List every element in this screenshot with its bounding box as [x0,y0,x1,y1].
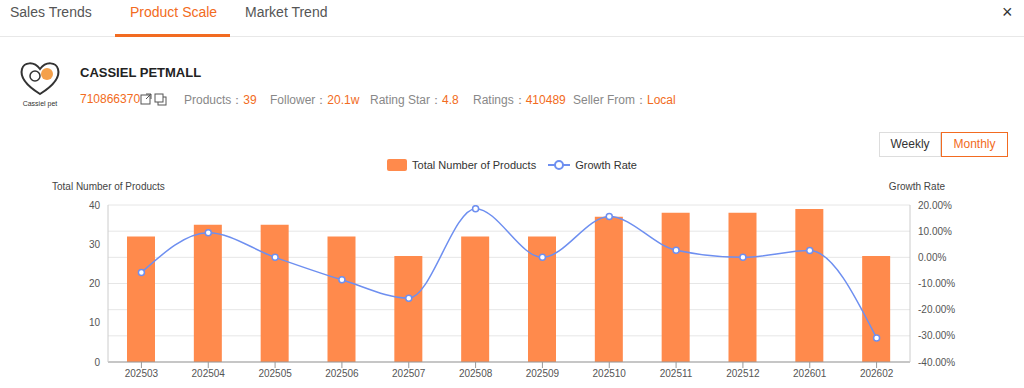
html-text:Ratings：410489: Ratings：410489 [473,93,566,107]
svg-text:202504: 202504 [192,368,226,379]
html-text:Products：39: Products：39 [184,93,257,107]
html-text:Market Trend: Market Trend [245,4,328,20]
svg-text:0: 0 [94,357,100,368]
svg-text:10: 10 [89,317,101,328]
svg-text:202503: 202503 [125,368,159,379]
svg-text:202510: 202510 [593,368,627,379]
svg-text:202602: 202602 [860,368,894,379]
html-text:CASSIEL PETMALL: CASSIEL PETMALL [80,65,202,80]
svg-text:202509: 202509 [526,368,560,379]
svg-text:-10.00%: -10.00% [918,278,955,289]
html-text:Total Number of Products: Total Number of Products [412,159,537,171]
html-text:Monthly: Monthly [953,137,996,151]
svg-text:20.00%: 20.00% [918,200,952,211]
svg-text:40: 40 [89,200,101,211]
svg-text:202508: 202508 [459,368,493,379]
html-text:710866370: 710866370 [80,92,141,106]
html-text:Weekly: Weekly [890,137,930,151]
svg-text:-40.00%: -40.00% [918,357,955,368]
svg-text:-20.00%: -20.00% [918,304,955,315]
html-text:Product Scale: Product Scale [130,4,218,20]
svg-text:202601: 202601 [793,368,827,379]
svg-text:202505: 202505 [258,368,292,379]
svg-text:20: 20 [89,278,101,289]
html-text:Total Number of Products: Total Number of Products [52,181,165,192]
html-text:Cassiel pet: Cassiel pet [22,100,58,107]
html-text:Growth Rate: Growth Rate [888,181,945,192]
svg-text:202511: 202511 [660,368,693,379]
svg-text:202506: 202506 [325,368,359,379]
svg-text:-30.00%: -30.00% [918,330,955,341]
svg-text:202507: 202507 [392,368,426,379]
html-text:Follower：20.1w: Follower：20.1w [270,93,360,107]
svg-text:202512: 202512 [726,368,760,379]
svg-text:0.00%: 0.00% [918,252,946,263]
html-text:Seller From：Local: Seller From：Local [573,93,676,107]
html-text:Growth Rate: Growth Rate [575,159,637,171]
svg-text:30: 30 [89,239,101,250]
html-text:Rating Star：4.8: Rating Star：4.8 [370,93,459,107]
html-text:Sales Trends: Sales Trends [10,4,92,20]
svg-text:10.00%: 10.00% [918,226,952,237]
